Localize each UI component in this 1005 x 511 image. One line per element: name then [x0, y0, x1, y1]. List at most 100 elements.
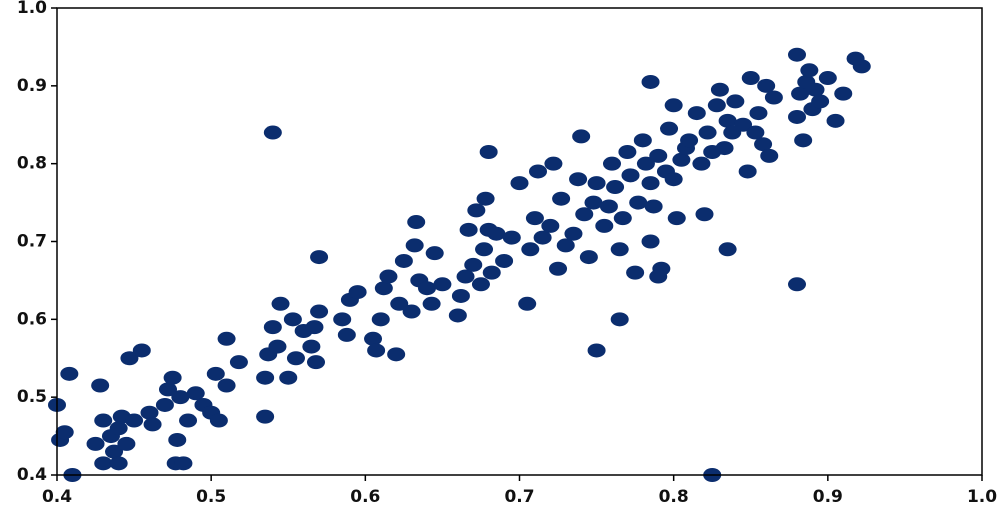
- point: [307, 355, 325, 370]
- point: [456, 269, 475, 284]
- point: [174, 456, 193, 471]
- point: [544, 156, 563, 171]
- point: [698, 125, 717, 140]
- point: [186, 386, 205, 401]
- point: [569, 172, 588, 187]
- point: [105, 444, 124, 459]
- point: [695, 207, 714, 222]
- point: [168, 432, 187, 447]
- point: [279, 370, 298, 385]
- point: [834, 86, 853, 101]
- point: [610, 242, 629, 257]
- point: [94, 413, 113, 428]
- point: [171, 390, 190, 405]
- point: [734, 117, 753, 132]
- point: [337, 327, 356, 342]
- point: [710, 82, 729, 97]
- point: [109, 421, 128, 436]
- point: [707, 98, 726, 113]
- point: [510, 176, 529, 191]
- y-tick-label: 0.9: [17, 76, 47, 96]
- point: [606, 180, 625, 195]
- point: [764, 90, 783, 105]
- x-tick-label: 0.5: [196, 487, 226, 507]
- point: [626, 265, 645, 280]
- point: [374, 281, 393, 296]
- point: [618, 144, 637, 159]
- point: [263, 320, 282, 335]
- point: [55, 425, 74, 440]
- point: [155, 397, 174, 412]
- point: [467, 203, 486, 218]
- point: [754, 137, 773, 152]
- x-tick-label: 0.7: [504, 487, 534, 507]
- x-tick-label: 0.9: [813, 487, 843, 507]
- point: [541, 218, 560, 233]
- point: [402, 304, 421, 319]
- x-tick-label: 0.4: [42, 487, 72, 507]
- point: [459, 222, 478, 237]
- point: [575, 207, 594, 222]
- point: [348, 285, 367, 300]
- point: [268, 339, 287, 354]
- point: [271, 296, 290, 311]
- point: [283, 312, 302, 327]
- point: [603, 156, 621, 171]
- point: [179, 413, 198, 428]
- point: [757, 78, 776, 93]
- point: [826, 113, 845, 128]
- point: [120, 351, 139, 366]
- point: [140, 405, 159, 420]
- point: [811, 94, 830, 109]
- point: [209, 413, 228, 428]
- point: [556, 238, 575, 253]
- point: [425, 246, 444, 261]
- point: [664, 172, 683, 187]
- point: [229, 355, 248, 370]
- point: [333, 312, 352, 327]
- point: [217, 378, 236, 393]
- point: [641, 176, 660, 191]
- point: [217, 331, 236, 346]
- y-tick-label: 0.6: [17, 309, 47, 329]
- point: [471, 277, 490, 292]
- point: [418, 281, 436, 296]
- point: [125, 413, 144, 428]
- point: [533, 230, 552, 245]
- point: [572, 129, 591, 144]
- point: [599, 199, 618, 214]
- point: [91, 378, 110, 393]
- point: [256, 409, 275, 424]
- y-tick-label: 0.7: [17, 232, 47, 252]
- point: [584, 195, 603, 210]
- point: [664, 98, 683, 113]
- point: [482, 265, 501, 280]
- point: [448, 308, 467, 323]
- point: [800, 63, 819, 78]
- point: [649, 148, 668, 163]
- point: [390, 296, 409, 311]
- point: [109, 456, 128, 471]
- point: [479, 144, 498, 159]
- point: [587, 343, 606, 358]
- point: [302, 339, 321, 354]
- point: [305, 320, 324, 335]
- point: [495, 253, 514, 268]
- y-tick-label: 0.4: [17, 465, 47, 485]
- point: [788, 109, 806, 124]
- point: [310, 250, 329, 265]
- point: [286, 351, 305, 366]
- point: [433, 277, 452, 292]
- point: [464, 257, 483, 272]
- point: [718, 242, 737, 257]
- point: [791, 86, 810, 101]
- point: [760, 148, 779, 163]
- y-tick-label: 1.0: [17, 0, 47, 18]
- point: [649, 269, 668, 284]
- point: [86, 436, 105, 451]
- point: [818, 71, 837, 86]
- point: [644, 199, 663, 214]
- point: [159, 382, 177, 397]
- point: [579, 250, 598, 265]
- point: [595, 218, 614, 233]
